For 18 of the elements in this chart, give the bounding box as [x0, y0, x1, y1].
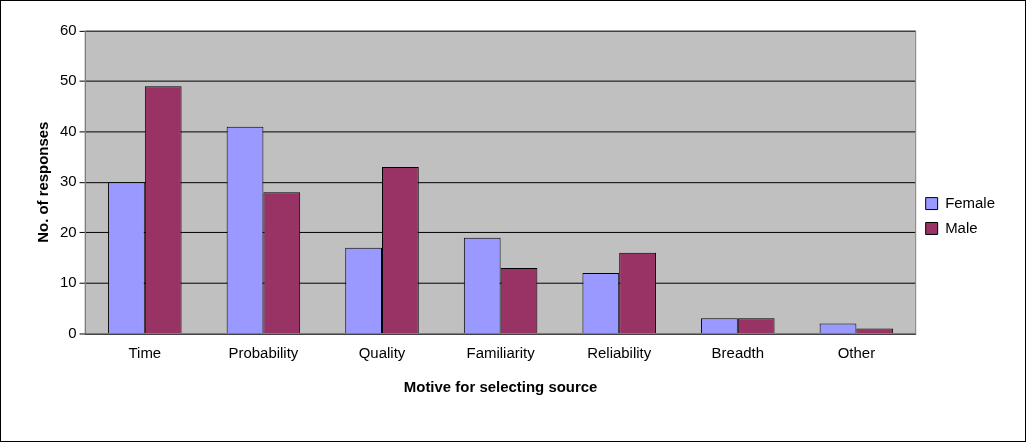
- x-axis-title: Motive for selecting source: [403, 378, 598, 396]
- y-tick-label: 30: [59, 172, 77, 190]
- x-tick-label: Time: [128, 343, 162, 361]
- y-tick-label: 10: [59, 273, 77, 291]
- x-tick-label: Familiarity: [466, 343, 536, 361]
- y-tick-label: 20: [59, 222, 77, 240]
- y-tick-label: 50: [59, 71, 77, 89]
- y-tick-label: 0: [68, 323, 77, 341]
- y-axis-title: No. of responses: [34, 121, 52, 243]
- y-tick-label: 60: [59, 21, 77, 38]
- x-tick-label: Probability: [228, 343, 299, 361]
- x-tick-label: Other: [837, 343, 876, 361]
- x-tick-label: Reliability: [587, 343, 652, 361]
- x-tick-label: Breadth: [711, 343, 764, 361]
- x-tick-label: Quality: [358, 343, 406, 361]
- y-tick-label: 40: [59, 121, 77, 139]
- legend-label: Female: [945, 193, 996, 211]
- legend-label: Male: [945, 218, 978, 236]
